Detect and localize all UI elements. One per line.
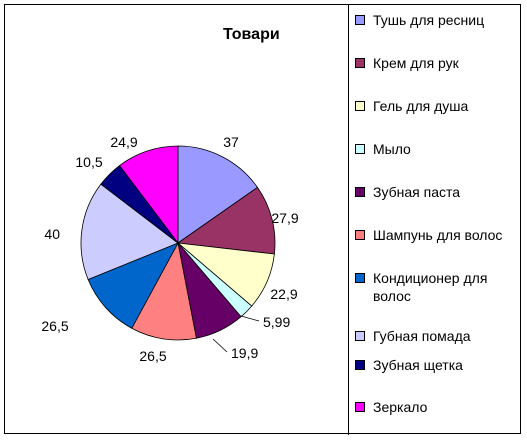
legend-swatch (355, 331, 365, 341)
data-label: 22,9 (270, 286, 297, 302)
pie-chart: 37 27,9 22,9 5,99 19,9 26,5 26,5 40 10,5 24,9 (41, 134, 298, 364)
data-label: 19,9 (231, 345, 258, 361)
legend-swatch (355, 144, 365, 154)
data-label: 10,5 (75, 154, 102, 170)
legend-item: Мыло (355, 140, 523, 160)
legend-label: Тушь для ресниц (373, 12, 485, 28)
pie-slice (87, 242, 179, 329)
legend-label: Кондиционер для волос (373, 270, 488, 304)
legend-item: Крем для рук (355, 54, 523, 74)
legend-label: Гель для душа (373, 98, 469, 114)
leader-line (212, 338, 228, 353)
legend-item: Зеркало (355, 398, 523, 418)
chart-area: Товари 37 27,9 22,9 5,99 19,9 26,5 26,5 40 10,5 2… (4, 4, 522, 435)
data-label: 24,9 (110, 134, 137, 150)
leader-line (240, 315, 260, 322)
legend-label: Губная помада (373, 328, 471, 344)
data-label: 37 (223, 134, 239, 150)
legend-swatch (355, 15, 365, 25)
legend-label: Зеркало (373, 399, 428, 415)
legend-label: Крем для рук (373, 55, 459, 71)
data-label: 5,99 (263, 314, 290, 330)
pie-slice (177, 145, 259, 244)
data-label: 26,5 (41, 318, 68, 334)
data-label: 40 (44, 226, 60, 242)
pie-slice (131, 241, 197, 341)
legend-swatch (355, 187, 365, 197)
legend-swatch (355, 230, 365, 240)
legend-item: Зубная паста (355, 183, 523, 203)
legend-swatch (355, 58, 365, 68)
legend-swatch (355, 402, 365, 412)
chart-title: Товари (223, 26, 280, 43)
data-label: 26,5 (139, 348, 166, 364)
legend-item: Шампунь для волос (355, 226, 523, 246)
pie-slice (176, 186, 276, 255)
legend-item: Тушь для ресниц (355, 11, 523, 31)
pie-slice (80, 183, 179, 281)
legend-item: Кондиционер для волос (355, 269, 523, 304)
legend-item: Гель для душа (355, 97, 523, 117)
pie-slice (119, 145, 179, 245)
data-label: 27,9 (271, 210, 298, 226)
legend-swatch (355, 101, 365, 111)
legend-item: Губная помада (355, 327, 523, 347)
legend-label: Мыло (373, 141, 411, 157)
legend-swatch (355, 273, 365, 283)
legend-label: Шампунь для волос (373, 227, 503, 243)
legend: Тушь для ресниц Крем для рук Гель для душа… (348, 5, 522, 435)
legend-label: Зубная паста (373, 184, 461, 200)
legend-swatch (355, 360, 365, 370)
legend-label: Зубная щетка (373, 357, 463, 373)
legend-item: Зубная щетка (355, 356, 523, 376)
